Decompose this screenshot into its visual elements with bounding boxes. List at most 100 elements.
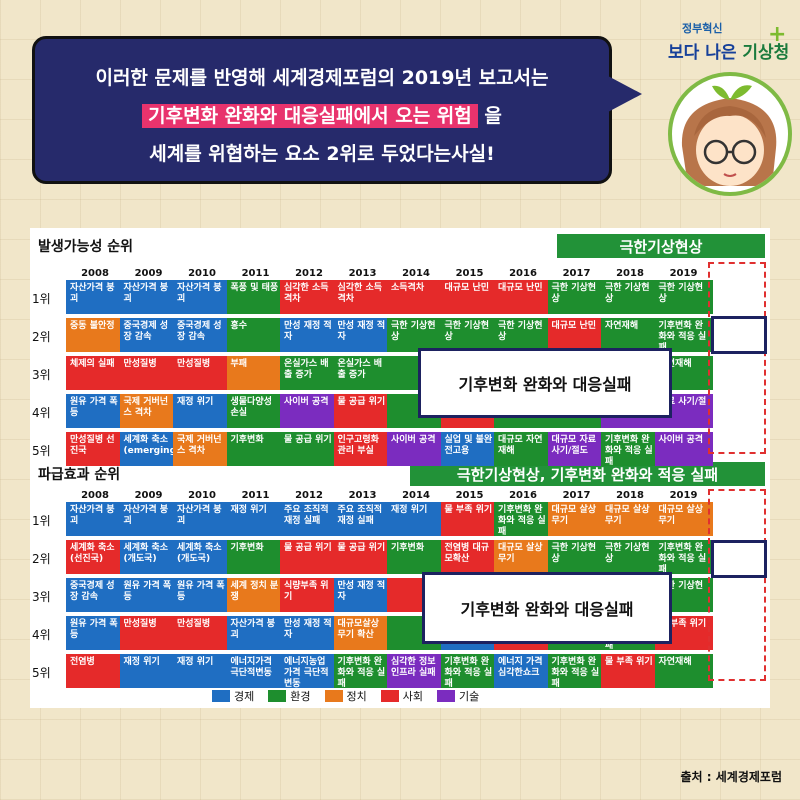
impact-year-label: 2017 bbox=[562, 490, 591, 501]
impact-risk-cell: 자산가격 붕괴 bbox=[226, 616, 285, 650]
likelihood-risk-cell: 심각한 소득격차 bbox=[280, 280, 338, 314]
impact-risk-cell: 만성질병 bbox=[119, 616, 178, 650]
bubble-line-2: 기후변화 완화와 대응실패에서 오는 위험 을 bbox=[35, 97, 609, 135]
section2-title: 파급효과 순위 bbox=[38, 467, 121, 483]
logo-big-a: 보다 나은 bbox=[668, 43, 737, 63]
likelihood-risk-cell: 만성질병 bbox=[173, 356, 231, 390]
impact-risk-cell: 에너지 가격 심각한쇼크 bbox=[494, 654, 552, 688]
impact-risk-cell: 전염병 대규모확산 bbox=[440, 540, 499, 574]
impact-risk-cell: 만성 재정 적자 bbox=[280, 616, 338, 650]
impact-risk-cell: 대규모 살상무기 bbox=[547, 502, 606, 536]
likelihood-risk-cell: 만성질병 선진국 bbox=[66, 432, 124, 466]
impact-risk-cell: 세계화 축소 (개도국) bbox=[119, 540, 178, 574]
likelihood-risk-cell: 극한 기상현상 bbox=[601, 280, 659, 314]
likelihood-rank-label: 2위 bbox=[32, 330, 51, 344]
likelihood-risk-cell: 온실가스 배출 증가 bbox=[333, 356, 392, 390]
impact-risk-cell: 세계화 축소 (개도국) bbox=[173, 540, 231, 574]
impact-year-label: 2014 bbox=[402, 490, 430, 501]
likelihood-risk-cell: 극한 기상현상 bbox=[654, 280, 713, 314]
impact-risk-cell: 물 부족 위기 bbox=[601, 654, 659, 688]
legend-swatch bbox=[380, 690, 399, 702]
impact-risk-cell: 원유 가격 폭등 bbox=[173, 578, 231, 612]
source-credit: 출처 : 세계경제포럼 bbox=[680, 770, 782, 784]
likelihood-year-label: 2016 bbox=[509, 268, 537, 279]
likelihood-risk-cell: 사이버 공격 bbox=[280, 394, 338, 428]
section1-header: 극한기상현상 bbox=[557, 234, 765, 258]
impact-risk-cell: 물 공급 위기 bbox=[333, 540, 392, 574]
impact-risk-cell: 극한 기상현상 bbox=[601, 540, 659, 574]
likelihood-risk-cell: 사이버 공격 bbox=[387, 432, 445, 466]
highlight-rank2-top bbox=[711, 316, 767, 354]
logo-big-text: 보다 나은 기상청 bbox=[668, 38, 789, 63]
likelihood-year-label: 2018 bbox=[616, 268, 644, 279]
impact-risk-cell: 원유 가격 폭등 bbox=[119, 578, 178, 612]
likelihood-risk-cell: 기후변화 완화와 적응 실패 bbox=[601, 432, 659, 466]
likelihood-risk-cell: 자산가격 붕괴 bbox=[119, 280, 178, 314]
likelihood-year-label: 2011 bbox=[241, 268, 270, 279]
impact-risk-cell: 자산가격 붕괴 bbox=[119, 502, 178, 536]
likelihood-risk-cell: 사이버 공격 bbox=[654, 432, 713, 466]
likelihood-risk-cell: 자산가격 붕괴 bbox=[173, 280, 231, 314]
legend-swatch bbox=[268, 690, 287, 702]
legend-label: 기술 bbox=[459, 690, 480, 703]
legend-item: 정치 bbox=[324, 688, 367, 704]
likelihood-risk-cell: 재정 위기 bbox=[173, 394, 231, 428]
logo-small-text: 정부혁신 bbox=[682, 22, 723, 35]
likelihood-year-label: 2015 bbox=[455, 268, 484, 279]
likelihood-year-label: 2013 bbox=[348, 268, 377, 279]
likelihood-risk-cell: 극한 기상현상 bbox=[494, 318, 552, 352]
impact-risk-cell: 세계화 축소 (선진국) bbox=[66, 540, 124, 574]
callout-bottom: 기후변화 완화와 대응실패 bbox=[422, 572, 672, 644]
bubble-highlight: 기후변화 완화와 대응실패에서 오는 위험 bbox=[142, 104, 478, 128]
impact-risk-cell: 재정 위기 bbox=[119, 654, 178, 688]
highlight-2019-top bbox=[708, 262, 766, 454]
impact-rank-label: 5위 bbox=[32, 666, 51, 680]
callout-top: 기후변화 완화와 대응실패 bbox=[418, 348, 672, 418]
impact-risk-cell: 에너지가격 극단적변동 bbox=[226, 654, 285, 688]
likelihood-risk-cell: 극한 기상현상 bbox=[387, 318, 445, 352]
impact-risk-cell: 기후변화 완화와 적응 실패 bbox=[654, 540, 713, 574]
impact-rank-label: 1위 bbox=[32, 514, 51, 528]
impact-rank-label: 3위 bbox=[32, 590, 51, 604]
likelihood-risk-cell: 소득격차 bbox=[387, 280, 445, 314]
likelihood-risk-cell: 기후변화 bbox=[226, 432, 285, 466]
impact-risk-cell: 세계 정치 분쟁 bbox=[226, 578, 285, 612]
impact-year-label: 2009 bbox=[134, 490, 163, 501]
likelihood-risk-cell: 기후변화 완화와 적응 실패 bbox=[654, 318, 713, 352]
impact-risk-cell: 물 부족 위기 bbox=[440, 502, 499, 536]
likelihood-risk-cell: 폭풍 및 태풍 bbox=[226, 280, 285, 314]
likelihood-risk-cell: 중국경제 성장 감속 bbox=[173, 318, 231, 352]
character-illustration bbox=[681, 85, 777, 186]
bubble-line-2-rest: 을 bbox=[477, 105, 502, 127]
likelihood-risk-cell: 국제 거버넌스 격차 bbox=[119, 394, 178, 428]
section1-title: 발생가능성 순위 bbox=[38, 239, 134, 255]
likelihood-rank-label: 5위 bbox=[32, 444, 51, 458]
impact-risk-cell: 기후변화 bbox=[387, 540, 445, 574]
impact-year-label: 2010 bbox=[188, 490, 216, 501]
likelihood-risk-cell: 세계화 축소 (emerging) bbox=[119, 432, 178, 466]
likelihood-risk-cell: 물 공급 위기 bbox=[280, 432, 338, 466]
likelihood-risk-cell: 만성 재정 적자 bbox=[280, 318, 338, 352]
likelihood-rank-label: 4위 bbox=[32, 406, 51, 420]
likelihood-rank-label: 1위 bbox=[32, 292, 51, 306]
impact-risk-cell: 기후변화 완화와 적응 실패 bbox=[494, 502, 552, 536]
impact-risk-cell: 심각한 정보 인프라 실패 bbox=[387, 654, 445, 688]
impact-risk-cell: 주요 조직적 재정 실패 bbox=[333, 502, 392, 536]
likelihood-risk-cell: 실업 및 불완전고용 bbox=[440, 432, 499, 466]
impact-year-label: 2019 bbox=[669, 490, 698, 501]
likelihood-risk-cell: 물 공급 위기 bbox=[333, 394, 392, 428]
impact-risk-cell: 전염병 bbox=[66, 654, 124, 688]
likelihood-risk-cell: 자산가격 붕괴 bbox=[66, 280, 124, 314]
kma-logo: 정부혁신 보다 나은 기상청 + bbox=[660, 18, 790, 68]
impact-risk-cell: 재정 위기 bbox=[387, 502, 445, 536]
likelihood-year-label: 2017 bbox=[562, 268, 591, 279]
legend-swatch bbox=[324, 690, 343, 702]
highlight-2019-bottom bbox=[708, 489, 766, 681]
likelihood-risk-cell: 극한 기상현상 bbox=[440, 318, 499, 352]
impact-risk-cell: 극한 기상현상 bbox=[547, 540, 606, 574]
plus-icon: + bbox=[768, 22, 787, 47]
likelihood-risk-cell: 대규모 자료 사기/절도 bbox=[547, 432, 606, 466]
impact-year-label: 2018 bbox=[616, 490, 644, 501]
likelihood-risk-cell: 대규모 난민 bbox=[440, 280, 499, 314]
likelihood-risk-cell: 대규모 난민 bbox=[494, 280, 552, 314]
